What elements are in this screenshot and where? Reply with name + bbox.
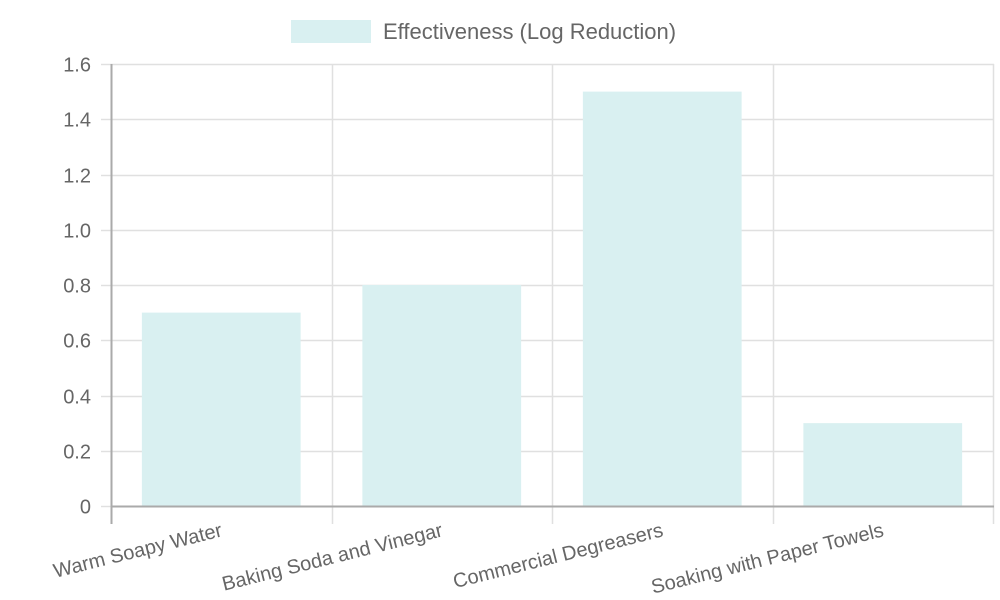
legend-swatch [291,20,371,43]
y-tick-label: 0 [80,497,91,519]
bar[interactable] [803,423,963,506]
y-axis-tick-labels: 0 0.2 0.4 0.6 0.8 1.0 1.2 1.4 1.6 [63,55,91,519]
y-tick-label: 0.2 [63,442,91,464]
x-tick-label: Soaking with Paper Towels [649,520,886,599]
y-tick-label: 0.6 [63,331,91,353]
y-tick-label: 1.0 [63,221,91,243]
x-tick-label: Commercial Degreasers [451,520,666,594]
x-tick-label: Warm Soapy Water [51,519,225,582]
legend[interactable]: Effectiveness (Log Reduction) [291,19,676,44]
bar[interactable] [582,91,742,506]
y-tick-label: 1.2 [63,166,91,188]
y-tick-label: 1.6 [63,55,91,77]
x-tick-label: Baking Soda and Vinegar [220,519,445,595]
y-tick-label: 1.4 [63,110,91,132]
y-tick-label: 0.4 [63,387,91,409]
legend-label: Effectiveness (Log Reduction) [383,19,676,44]
bars [141,91,963,506]
y-tick-label: 0.8 [63,276,91,298]
axes [101,63,994,524]
bar[interactable] [362,285,522,506]
bar[interactable] [141,312,301,506]
